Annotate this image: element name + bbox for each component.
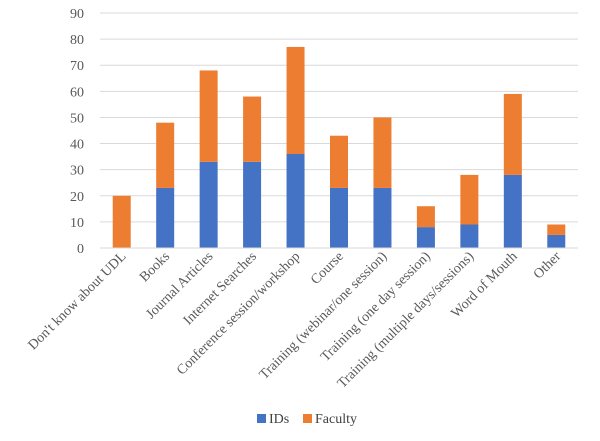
bar-ids-5 [330,187,348,248]
bar-ids-6 [373,187,392,248]
gridlines [100,12,578,223]
x-tick-label: Course [308,249,347,288]
y-tick-label: 80 [70,33,84,48]
legend: IDs Faculty [257,412,357,427]
x-tick-label: Don't know about UDL [26,249,130,353]
bar-faculty-0 [112,195,131,248]
legend-label-ids: IDs [269,412,289,427]
bar-faculty-6 [373,117,392,188]
y-tick-label: 30 [70,164,84,179]
bar-ids-3 [243,161,262,248]
y-tick-label: 70 [70,59,84,74]
bar-ids-10 [547,234,566,248]
y-tick-label: 40 [70,138,84,153]
bar-ids-2 [199,161,218,248]
bar-faculty-8 [460,174,479,225]
bar-ids-4 [286,154,305,248]
bar-ids-8 [460,224,479,248]
legend-swatch-ids [257,414,266,423]
bar-faculty-9 [503,93,522,175]
bar-faculty-2 [199,70,218,162]
y-tick-label: 0 [77,242,84,257]
bar-ids-7 [416,227,435,248]
y-tick-label: 10 [70,216,84,231]
bars [112,46,566,248]
bar-faculty-3 [243,96,262,162]
y-tick-label: 50 [70,111,84,126]
y-axis-tick-labels: 0 10 20 30 40 50 60 70 80 90 [70,7,84,257]
legend-label-faculty: Faculty [315,412,357,427]
x-tick-label: Books [137,249,173,285]
bar-faculty-4 [286,46,305,154]
bar-ids-9 [503,174,522,248]
bar-faculty-10 [547,224,566,235]
y-tick-label: 20 [70,190,84,205]
bar-ids-1 [156,187,175,248]
bar-faculty-1 [156,122,175,188]
bar-faculty-7 [416,206,435,228]
y-tick-label: 90 [70,7,84,22]
x-tick-label: Other [531,249,564,282]
legend-swatch-faculty [303,414,312,423]
bar-faculty-5 [330,135,348,188]
y-tick-label: 60 [70,85,84,100]
